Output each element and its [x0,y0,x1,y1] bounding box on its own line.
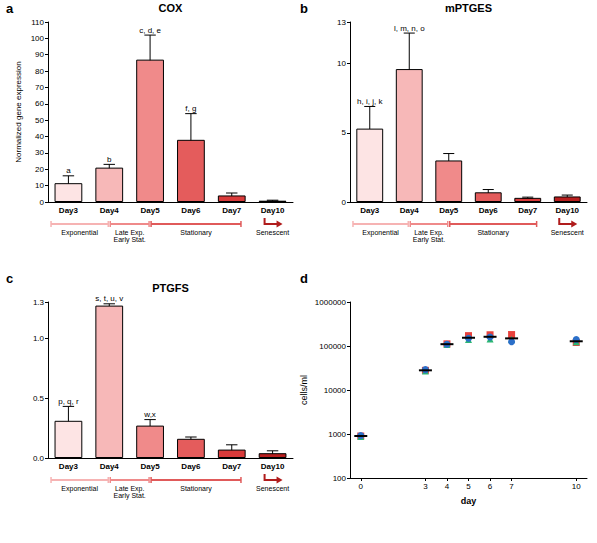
svg-text:Stationary: Stationary [477,229,509,237]
svg-text:5: 5 [342,128,347,137]
svg-text:40: 40 [35,132,44,141]
svg-text:c: c [6,271,13,286]
svg-text:Day10: Day10 [261,462,285,471]
svg-text:10000: 10000 [324,386,347,395]
svg-text:c, d, e: c, d, e [139,26,161,35]
svg-text:a: a [6,1,14,16]
svg-text:Late Exp.: Late Exp. [114,229,145,236]
svg-text:100: 100 [333,474,347,483]
svg-text:Late Exp.: Late Exp. [114,485,145,492]
svg-text:0: 0 [359,482,364,491]
svg-text:Normalized gene expression: Normalized gene expression [14,61,23,162]
svg-text:mPTGES: mPTGES [445,2,492,14]
svg-text:Day5: Day5 [439,206,459,215]
svg-text:Day5: Day5 [141,462,161,471]
svg-text:Senescent: Senescent [256,485,289,492]
svg-text:Late Exp.: Late Exp. [414,229,444,236]
svg-text:10: 10 [35,181,44,190]
svg-text:100000: 100000 [319,342,346,351]
svg-text:Exponential: Exponential [61,229,98,237]
svg-text:4: 4 [445,482,450,491]
svg-text:b: b [107,155,112,164]
svg-text:1000000: 1000000 [315,298,347,307]
svg-text:Day6: Day6 [181,462,201,471]
svg-text:Day3: Day3 [59,206,79,215]
svg-text:30: 30 [35,148,44,157]
svg-text:Day7: Day7 [222,206,242,215]
svg-text:p, q, r: p, q, r [58,397,79,406]
svg-text:Exponential: Exponential [61,485,98,493]
svg-text:1.3: 1.3 [33,298,45,307]
svg-text:h, i, j, k: h, i, j, k [357,97,383,106]
svg-text:b: b [300,1,308,16]
svg-text:70: 70 [35,83,44,92]
svg-text:PTGFS: PTGFS [152,282,189,294]
svg-text:50: 50 [35,116,44,125]
svg-text:COX: COX [159,2,184,14]
svg-text:0: 0 [342,198,347,207]
svg-text:60: 60 [35,99,44,108]
svg-text:5: 5 [466,482,471,491]
svg-text:Exponential: Exponential [362,229,399,237]
svg-text:80: 80 [35,67,44,76]
svg-text:Stationary: Stationary [180,485,212,493]
svg-text:Day4: Day4 [100,206,120,215]
svg-text:100: 100 [31,34,45,43]
svg-text:Day5: Day5 [141,206,161,215]
svg-text:cells/ml: cells/ml [299,375,309,405]
svg-text:10: 10 [337,59,346,68]
svg-text:l, m, n, o: l, m, n, o [394,24,425,33]
svg-text:3: 3 [423,482,428,491]
svg-text:Senescent: Senescent [551,229,584,236]
svg-text:13: 13 [337,18,346,27]
svg-text:Early Stat.: Early Stat. [114,492,146,500]
svg-text:Day10: Day10 [555,206,579,215]
svg-text:Day4: Day4 [100,462,120,471]
svg-text:110: 110 [31,18,44,27]
svg-text:Early Stat.: Early Stat. [114,236,146,244]
svg-text:1.0: 1.0 [33,334,45,343]
svg-text:20: 20 [35,165,44,174]
svg-text:Day7: Day7 [222,462,242,471]
svg-text:Day6: Day6 [479,206,499,215]
svg-text:Stationary: Stationary [180,229,212,237]
svg-text:d: d [300,271,308,286]
svg-text:1000: 1000 [328,430,346,439]
svg-text:s, t, u, v: s, t, u, v [95,294,123,303]
svg-text:10: 10 [572,482,581,491]
svg-text:0: 0 [40,198,45,207]
svg-text:w,x: w,x [143,410,156,419]
svg-text:Day3: Day3 [59,462,79,471]
svg-text:7: 7 [509,482,514,491]
svg-text:0.0: 0.0 [33,454,45,463]
svg-text:Day7: Day7 [518,206,538,215]
svg-text:f, g: f, g [185,104,196,113]
svg-text:90: 90 [35,50,44,59]
svg-text:a: a [66,166,71,175]
svg-text:Day3: Day3 [360,206,380,215]
svg-text:Day10: Day10 [261,206,285,215]
svg-text:6: 6 [488,482,493,491]
svg-text:Day4: Day4 [400,206,420,215]
svg-text:Day6: Day6 [181,206,201,215]
svg-text:0.5: 0.5 [33,394,45,403]
svg-text:day: day [461,496,477,506]
svg-text:Early Stat.: Early Stat. [413,236,445,244]
svg-text:Senescent: Senescent [256,229,289,236]
